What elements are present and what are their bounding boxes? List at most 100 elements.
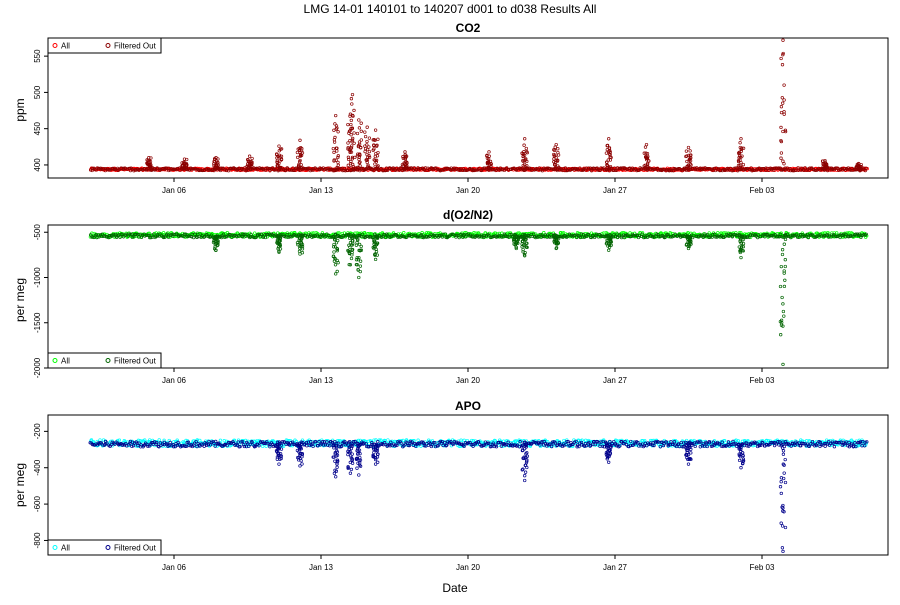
co2-title: CO2: [456, 21, 481, 35]
data-point: [333, 129, 336, 132]
data-point: [605, 152, 608, 155]
co2-x-tick-label: Jan 27: [603, 186, 628, 195]
apo-x-tick-label: Feb 03: [750, 563, 775, 572]
data-point: [554, 146, 557, 149]
do2n2-y-tick-label: -1500: [33, 312, 42, 333]
data-point: [334, 123, 337, 126]
data-point: [360, 139, 363, 142]
data-point: [347, 142, 350, 145]
data-point: [368, 137, 371, 140]
data-point: [523, 144, 526, 147]
apo-ylabel: per meg: [13, 463, 27, 507]
data-point: [739, 142, 742, 145]
data-point: [784, 265, 787, 268]
data-point: [358, 127, 361, 130]
data-point: [335, 242, 338, 245]
do2n2-x-tick-label: Feb 03: [750, 376, 775, 385]
data-point: [781, 253, 784, 256]
data-point: [557, 148, 560, 151]
data-point: [360, 122, 363, 125]
apo-y-tick-label: -200: [33, 423, 42, 440]
data-point: [687, 146, 690, 149]
co2-legend: All Filtered Out: [48, 38, 161, 53]
data-point: [387, 439, 390, 442]
apo-title: APO: [455, 399, 481, 413]
co2-y-tick-label: 500: [33, 85, 42, 99]
data-point: [374, 129, 377, 132]
co2-legend-label: Filtered Out: [114, 42, 157, 51]
data-point: [334, 114, 337, 117]
do2n2-x-tick-label: Jan 27: [603, 376, 628, 385]
data-point: [780, 265, 783, 268]
do2n2-legend-label: Filtered Out: [114, 357, 157, 366]
data-point: [404, 151, 407, 154]
co2-points: [89, 39, 868, 172]
data-point: [780, 157, 783, 160]
data-point: [359, 265, 362, 268]
data-point: [350, 123, 353, 126]
data-point: [353, 142, 356, 145]
data-point: [350, 97, 353, 100]
co2-plot-frame: [48, 38, 888, 178]
co2-y-tick-label: 400: [33, 158, 42, 172]
data-point: [336, 270, 339, 273]
co2-x-tick-label: Feb 03: [750, 186, 775, 195]
data-point: [347, 123, 350, 126]
data-point: [740, 138, 743, 141]
data-point: [781, 102, 784, 105]
data-point: [689, 150, 692, 153]
apo-y-tick-label: -600: [33, 496, 42, 513]
co2-series-filtered-out: [89, 39, 867, 172]
data-point: [359, 165, 362, 168]
data-point: [784, 258, 787, 261]
do2n2-series-filtered-out: [89, 233, 867, 366]
data-point: [364, 135, 367, 138]
do2n2-x-tick-label: Jan 13: [309, 376, 334, 385]
data-point: [298, 250, 301, 253]
data-point: [350, 119, 353, 122]
data-point: [374, 258, 377, 261]
apo-y-tick-label: -800: [33, 532, 42, 549]
apo-x-tick-label: Jan 27: [603, 563, 628, 572]
data-point: [523, 138, 526, 141]
data-point: [265, 445, 268, 448]
co2-ylabel: ppm: [13, 98, 27, 121]
data-point: [332, 147, 335, 150]
do2n2-y-tick-label: -500: [33, 224, 42, 241]
data-point: [199, 439, 202, 442]
apo-plot-frame: [48, 415, 888, 555]
co2-legend-label: All: [61, 42, 70, 51]
do2n2-ylabel: per meg: [13, 278, 27, 322]
data-point: [643, 152, 646, 155]
data-point: [355, 244, 358, 247]
data-point: [337, 131, 340, 134]
data-point: [782, 303, 785, 306]
data-point: [782, 39, 785, 42]
data-point: [358, 276, 361, 279]
data-point: [353, 109, 356, 112]
data-point: [366, 126, 369, 129]
apo-x-tick-label: Jan 13: [309, 563, 334, 572]
data-point: [555, 143, 558, 146]
data-point: [358, 119, 361, 122]
data-point: [278, 145, 281, 148]
data-point: [783, 163, 786, 166]
apo-points: [89, 439, 868, 553]
figure-title: LMG 14-01 140101 to 140207 d001 to d038 …: [304, 2, 597, 16]
data-point: [783, 243, 786, 246]
apo-x-tick-label: Jan 06: [162, 563, 187, 572]
data-point: [403, 231, 406, 234]
data-point: [779, 285, 782, 288]
data-point: [783, 315, 786, 318]
do2n2-x-tick-label: Jan 06: [162, 376, 187, 385]
data-point: [364, 131, 367, 134]
data-point: [783, 99, 786, 102]
data-point: [351, 103, 354, 106]
data-point: [351, 137, 354, 140]
co2-x-tick-label: Jan 06: [162, 186, 187, 195]
data-point: [299, 253, 302, 256]
